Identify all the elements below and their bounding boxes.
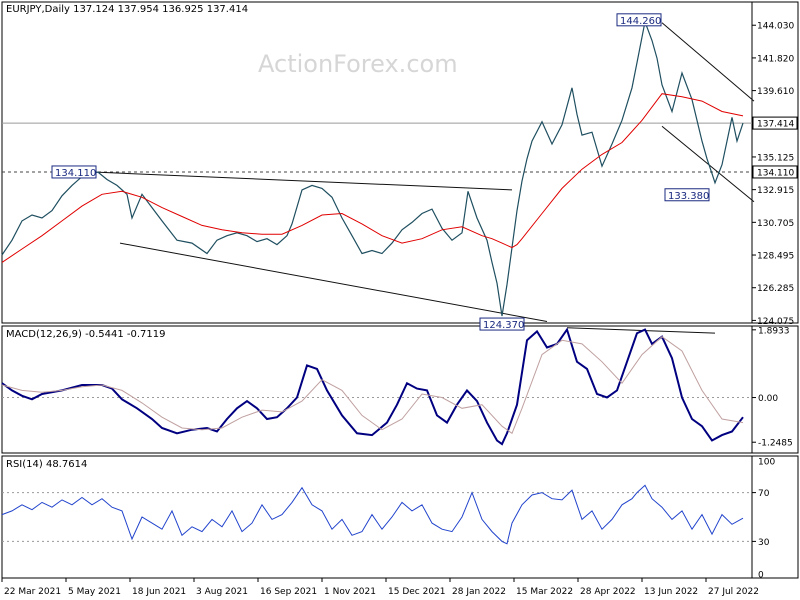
panel-border	[1, 455, 799, 579]
x-tick-label: 15 Mar 2022	[516, 587, 573, 597]
y-tick-label: 126.285	[757, 284, 794, 294]
annotation-label: 144.260	[620, 16, 661, 27]
macd-signal-series	[1, 336, 744, 435]
y-axis-labels: 144.030 141.820 139.610 137.414 135.125 134.1…	[752, 22, 798, 581]
rsi-series	[1, 484, 744, 545]
trendline	[95, 171, 513, 191]
y-tick-label: 1.8933	[758, 326, 790, 336]
y-tick-box	[752, 165, 798, 179]
x-tick-label: 28 Apr 2022	[580, 587, 636, 597]
annotation-box	[664, 188, 710, 202]
trendline	[119, 242, 548, 323]
y-tick-label: 132.915	[757, 186, 794, 196]
gridlines	[2, 122, 752, 542]
annotation-label: 134.110	[55, 168, 96, 179]
y-tick-label: 0	[758, 571, 764, 581]
price-labels: 134.110 144.260 133.380 124.370	[51, 13, 710, 331]
moving-average-series	[1, 93, 744, 263]
rsi-title: RSI(14) 48.7614	[6, 459, 87, 470]
price-series	[1, 19, 744, 317]
annotation-box	[51, 165, 97, 179]
annotation-box	[616, 13, 662, 27]
y-tick-label: 141.820	[757, 54, 794, 64]
y-tick-label: 124.075	[757, 317, 794, 327]
y-tick-label: 144.030	[757, 22, 794, 32]
plot-series	[1, 19, 744, 545]
y-tick-label: 30	[758, 538, 770, 548]
y-tick-label: 139.610	[757, 87, 794, 97]
panel-border	[1, 1, 799, 324]
main-chart-title: EURJPY,Daily 137.124 137.954 136.925 137…	[6, 4, 248, 15]
y-tick-label: 137.414	[757, 120, 794, 130]
y-tick-box	[752, 116, 798, 130]
y-tick-label: 134.110	[757, 168, 794, 178]
x-tick-label: 1 Nov 2021	[324, 587, 376, 597]
x-tick-label: 22 Mar 2021	[4, 587, 61, 597]
trendlines	[95, 22, 755, 334]
x-tick-label: 3 Aug 2021	[196, 587, 248, 597]
y-tick-label: 128.495	[757, 252, 794, 262]
y-tick-label: 130.705	[757, 219, 794, 229]
x-tick-label: 18 Jun 2021	[132, 587, 186, 597]
annotation-label: 133.380	[668, 191, 709, 202]
panel-border	[1, 325, 799, 454]
x-tick-label: 15 Dec 2021	[388, 587, 446, 597]
trendline	[661, 125, 755, 203]
macd-series	[1, 327, 744, 446]
x-tick-label: 27 Jul 2022	[708, 587, 759, 597]
annotation-box	[479, 317, 525, 331]
annotation-label: 124.370	[483, 320, 524, 331]
y-tick-label: 0.00	[758, 394, 778, 404]
y-tick-label: -1.2485	[758, 439, 793, 449]
trendline	[661, 22, 755, 102]
x-tick-label: 28 Jan 2022	[452, 587, 506, 597]
x-tick-label: 5 May 2021	[68, 587, 121, 597]
x-tick-label: 13 Jun 2022	[644, 587, 698, 597]
macd-title: MACD(12,26,9) -0.5441 -0.7119	[6, 329, 166, 340]
y-tick-label: 135.125	[757, 153, 794, 163]
watermark: ActionForex.com	[258, 50, 458, 78]
chart-frame	[1, 1, 799, 579]
y-tick-label: 100	[758, 458, 775, 468]
x-tick-label: 16 Sep 2021	[260, 587, 317, 597]
x-axis-labels: 22 Mar 2021 5 May 2021 18 Jun 2021 3 Aug 20…	[1, 578, 759, 597]
y-tick-label: 70	[758, 489, 770, 499]
